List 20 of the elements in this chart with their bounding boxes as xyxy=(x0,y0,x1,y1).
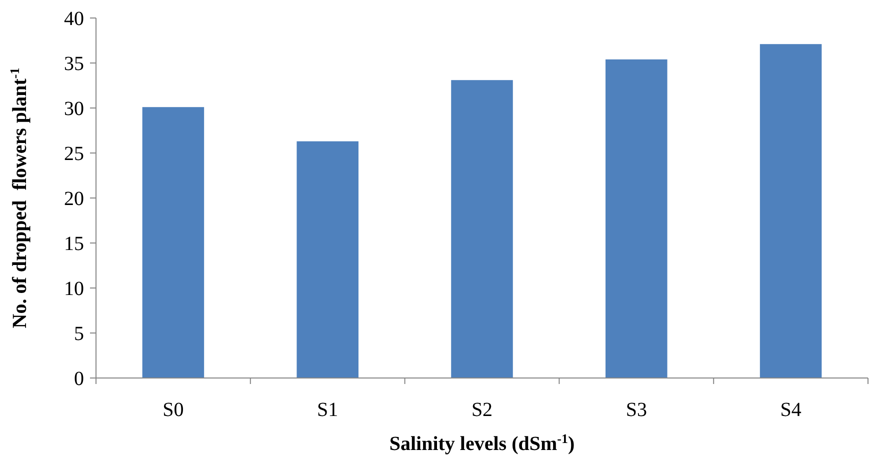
y-tick-label: 10 xyxy=(64,278,84,300)
y-tick-label: 30 xyxy=(64,98,84,120)
x-tick-label: S2 xyxy=(471,399,493,421)
y-tick-label: 35 xyxy=(64,53,84,75)
y-tick-label: 20 xyxy=(64,188,84,210)
x-tick-label: S4 xyxy=(780,399,802,421)
x-tick-label: S3 xyxy=(626,399,647,421)
bar xyxy=(451,80,513,378)
x-tick-label: S0 xyxy=(162,399,184,421)
bar xyxy=(760,44,822,378)
x-tick-label: S1 xyxy=(317,399,338,421)
bar xyxy=(296,141,358,378)
bar xyxy=(606,59,668,378)
y-tick-label: 40 xyxy=(64,8,84,30)
y-tick-label: 15 xyxy=(64,233,84,255)
y-tick-label: 25 xyxy=(64,143,84,165)
x-axis-title: Salinity levels (dSm$^{-1}$) xyxy=(389,430,575,455)
bar xyxy=(142,107,204,378)
y-tick-label: 5 xyxy=(74,323,84,345)
y-tick-label: 0 xyxy=(74,368,84,390)
